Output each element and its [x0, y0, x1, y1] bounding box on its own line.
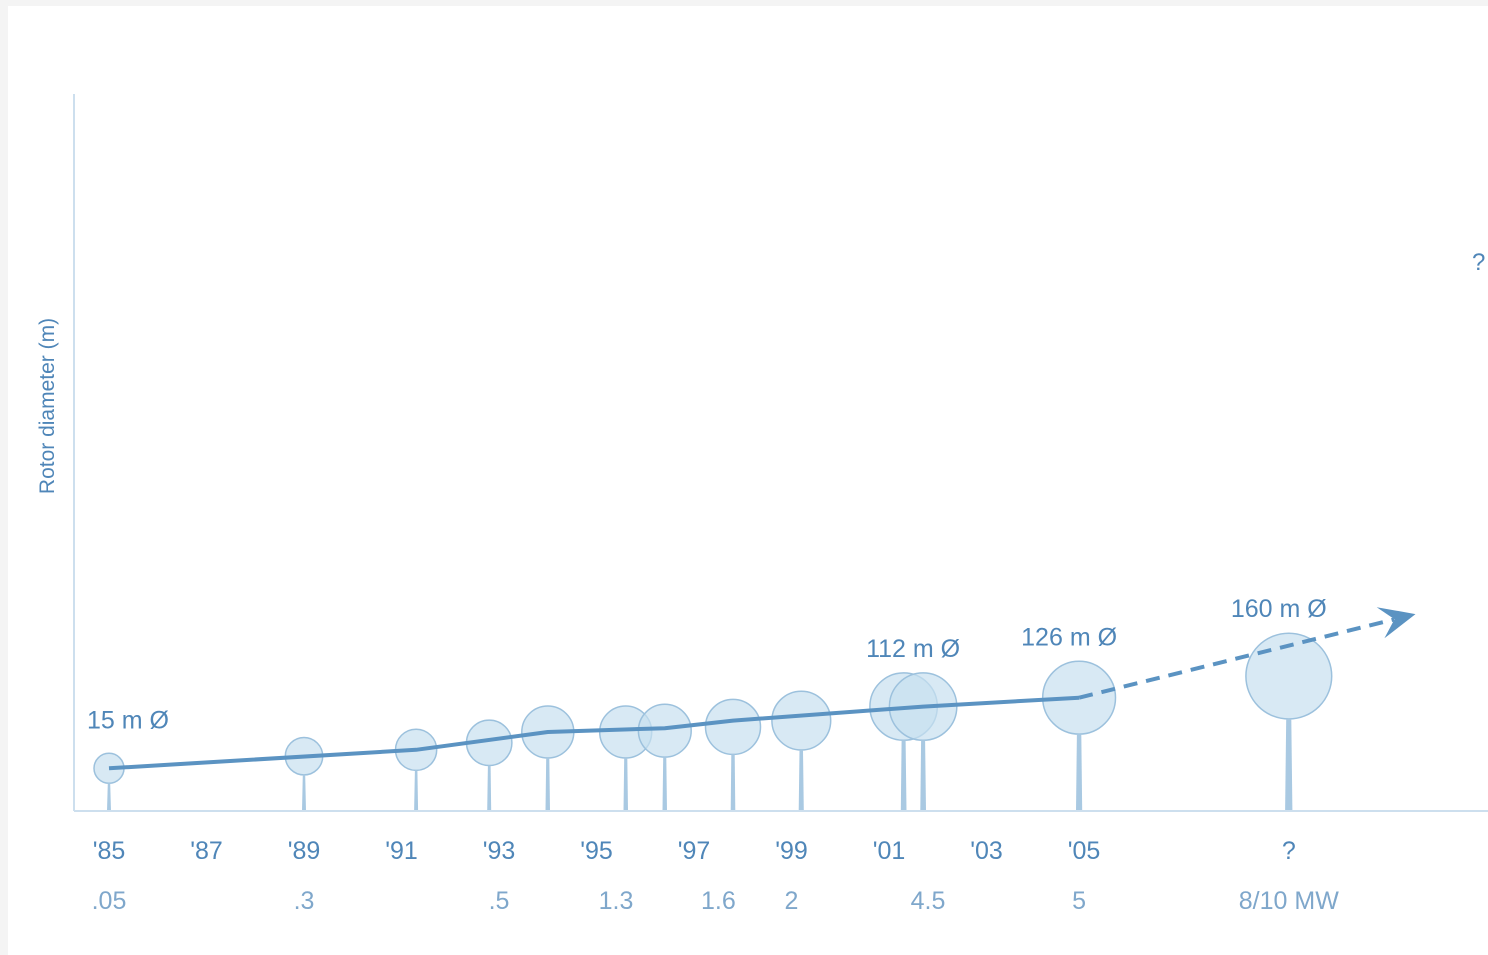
year-tick-label: '03	[970, 837, 1003, 865]
trend-line	[108, 695, 1080, 771]
power-label: 5	[1072, 887, 1086, 915]
turbine-tower-2	[414, 770, 419, 811]
year-tick-label: '87	[190, 837, 223, 865]
turbine-tower-6	[662, 757, 667, 811]
y-axis-label: Rotor diameter (m)	[36, 318, 59, 494]
chart-card: Rotor diameter (m) ? 15 m Ø 112 m Ø 126 m …	[8, 6, 1488, 955]
diameter-annotation: 160 m Ø	[1231, 595, 1327, 623]
power-labels: .05 .3 .5 1.3 1.6 2 4.5 5 8/10 MW	[92, 887, 1340, 915]
power-label: .5	[489, 887, 510, 915]
turbine-tower-7	[730, 754, 736, 811]
power-label: 8/10 MW	[1239, 887, 1339, 915]
year-tick-label: ?	[1282, 837, 1296, 865]
turbine-tower-0	[107, 783, 111, 811]
turbine-tower-10	[920, 740, 926, 811]
power-label: 1.6	[701, 887, 736, 915]
year-tick-label: '97	[678, 837, 711, 865]
turbine-bubble-12	[1245, 632, 1333, 720]
turbine-tower-5	[623, 758, 628, 811]
rotor-diameter-chart: Rotor diameter (m) ? 15 m Ø 112 m Ø 126 m …	[36, 94, 1488, 915]
year-tick-label: '89	[288, 837, 321, 865]
turbine-bubbles	[93, 632, 1333, 785]
power-label: 4.5	[911, 887, 946, 915]
turbine-tower-11	[1076, 734, 1083, 811]
projected-trend-line	[1078, 617, 1395, 700]
turbine-tower-4	[545, 758, 550, 811]
turbine-tower-8	[798, 750, 804, 811]
turbine-tower-3	[487, 765, 492, 811]
power-label: 2	[785, 887, 799, 915]
turbine-tower-1	[302, 774, 306, 811]
power-label: 1.3	[599, 887, 634, 915]
turbine-bubble-8	[771, 690, 832, 751]
diameter-annotation: 126 m Ø	[1021, 623, 1117, 651]
year-tick-label: '93	[483, 837, 516, 865]
year-tick-label: '91	[385, 837, 418, 865]
year-tick-label: '99	[775, 837, 808, 865]
turbine-bubble-7	[704, 698, 762, 756]
power-label: .3	[294, 887, 315, 915]
turbine-towers	[107, 719, 1293, 811]
projection-arrow-head	[1376, 607, 1416, 639]
power-label: .05	[92, 887, 127, 915]
trend-lines	[108, 607, 1416, 771]
year-tick-label: '85	[93, 837, 126, 865]
diameter-annotations: 15 m Ø 112 m Ø 126 m Ø 160 m Ø	[87, 595, 1327, 734]
year-tick-label: '05	[1068, 837, 1101, 865]
year-tick-label: '01	[873, 837, 906, 865]
diameter-annotation: 112 m Ø	[866, 635, 960, 663]
year-tick-label: '95	[580, 837, 613, 865]
axes	[73, 94, 1488, 812]
turbine-tower-9	[900, 740, 907, 811]
turbine-tower-12	[1285, 719, 1293, 811]
year-tick-labels: '85 '87 '89 '91 '93 '95 '97 '99 '01 '03 '05?	[93, 837, 1296, 865]
future-question-label: ?	[1472, 249, 1485, 276]
diameter-annotation: 15 m Ø	[87, 706, 169, 734]
